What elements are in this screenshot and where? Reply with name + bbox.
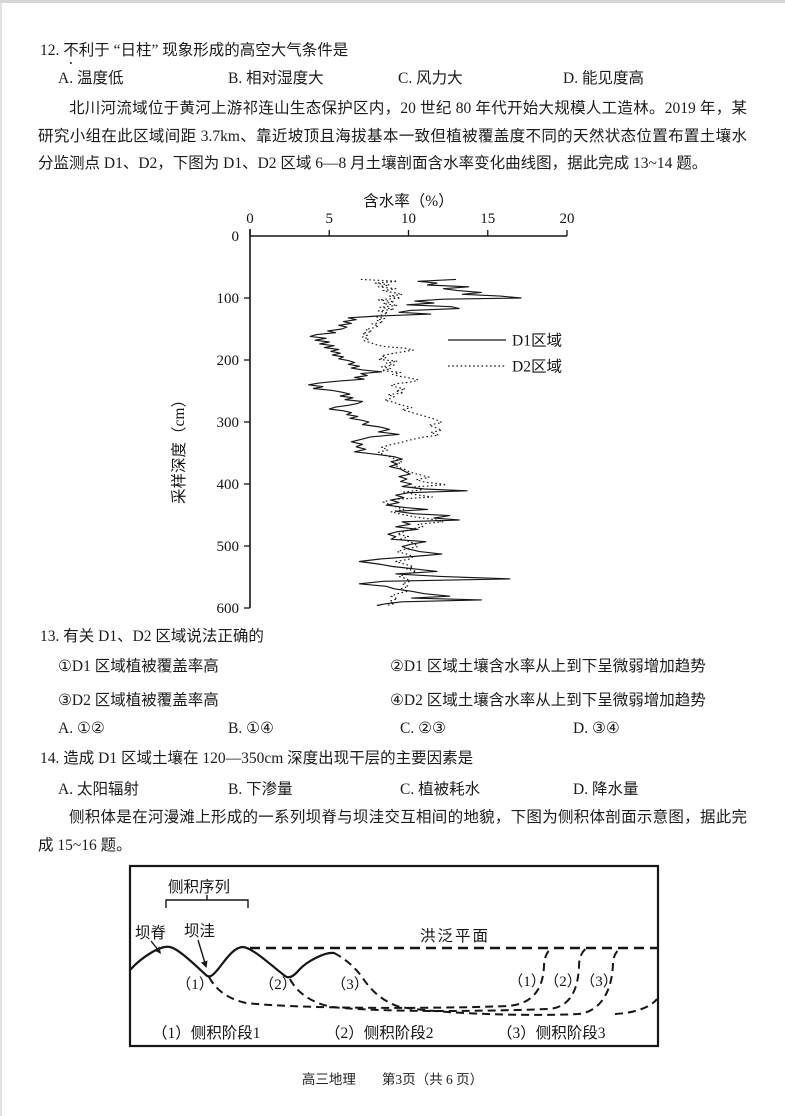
q13-option-d: D. ③④ bbox=[573, 720, 620, 737]
q14-stem: 14. 造成 D1 区域土壤在 120—350cm 深度出现干层的主要因素是 bbox=[40, 750, 474, 767]
q14-option-d: D. 降水量 bbox=[573, 781, 639, 798]
accretion-stage2-curve bbox=[289, 947, 588, 1012]
footer-page-info: 第3页（共 6 页） bbox=[381, 1072, 484, 1087]
series-line-1 bbox=[308, 278, 522, 607]
y-tick-label: 0 bbox=[232, 229, 240, 245]
trough-label-1: （1） bbox=[176, 976, 214, 993]
diagram-legend-2: （2）侧积阶段2 bbox=[325, 1024, 434, 1042]
series-line-2 bbox=[360, 278, 448, 607]
q13-stem: 13. 有关 D1、D2 区域说法正确的 bbox=[40, 628, 264, 645]
y-tick-label: 300 bbox=[217, 415, 240, 431]
x-tick-label: 15 bbox=[480, 211, 495, 227]
y-tick-label: 200 bbox=[217, 353, 240, 369]
passage-lateral-accretion: 侧积体是在河漫滩上形成的一系列坝脊与坝洼交互相间的地貌，下图为侧积体剖面示意图，… bbox=[38, 809, 747, 854]
accretion-stage1-curve bbox=[208, 947, 553, 1009]
y-tick-label: 100 bbox=[217, 291, 240, 307]
accretion-stage3-curve bbox=[333, 947, 622, 1016]
accretion-edge-curve bbox=[614, 998, 658, 1015]
q12-option-b: B. 相对湿度大 bbox=[228, 70, 324, 87]
right-label-3: （3） bbox=[580, 973, 618, 990]
q12-number: 12. bbox=[40, 42, 64, 59]
passage-soil-moisture: 北川河流域位于黄河上游祁连山生态保护区内，20 世纪 80 年代开始大规模人工造… bbox=[38, 100, 747, 172]
q13-statement-2: ②D1 区域土壤含水率从上到下呈微弱增加趋势 bbox=[390, 658, 706, 675]
footer-course: 高三地理 bbox=[301, 1072, 356, 1087]
page-footer: 高三地理 第3页（共 6 页） bbox=[0, 1068, 785, 1088]
q13-option-a: A. ①② bbox=[58, 720, 105, 737]
chart-x-axis-title: 含水率（%） bbox=[363, 192, 453, 210]
x-tick-label: 20 bbox=[560, 211, 575, 227]
q14-option-b: B. 下渗量 bbox=[228, 781, 293, 798]
right-label-1: （1） bbox=[508, 973, 546, 990]
q14-option-a: A. 太阳辐射 bbox=[58, 781, 139, 798]
trough-label-2: （2） bbox=[259, 976, 297, 993]
q12-emphasized-char: 不 bbox=[63, 42, 79, 59]
x-tick-label: 10 bbox=[401, 211, 416, 227]
diagram-legend-1: （1）侧积阶段1 bbox=[152, 1024, 261, 1042]
q14-option-c: C. 植被耗水 bbox=[400, 781, 481, 798]
legend-label-1: D1区域 bbox=[512, 332, 562, 350]
y-tick-label: 600 bbox=[217, 601, 240, 617]
q13-statement-4: ④D2 区域土壤含水率从上到下呈微弱增加趋势 bbox=[390, 692, 706, 709]
q13-statement-3: ③D2 区域植被覆盖率高 bbox=[58, 692, 219, 709]
swale-arrow-head bbox=[201, 960, 208, 968]
q12-option-c: C. 风力大 bbox=[398, 70, 463, 87]
diagram-legend-3: （3）侧积阶段3 bbox=[497, 1024, 606, 1042]
q12-stem: 12. 不利于 “日柱” 现象形成的高空大气条件是 bbox=[40, 38, 348, 68]
soil-moisture-chart: 0 5 10 15 200100200300400500600含水率（%）采样深度（cm… bbox=[170, 192, 575, 617]
x-tick-label: 0 bbox=[246, 211, 254, 227]
diagram-border bbox=[128, 864, 660, 1048]
legend-label-2: D2区域 bbox=[512, 358, 562, 376]
y-tick-label: 500 bbox=[217, 539, 240, 555]
q12-stem-text: 利于 “日柱” 现象形成的高空大气条件是 bbox=[78, 42, 349, 59]
trough-label-3: （3） bbox=[331, 976, 369, 993]
y-tick-label: 400 bbox=[217, 477, 240, 493]
ridge-swale-curve bbox=[129, 945, 336, 979]
q13-statement-1: ①D1 区域植被覆盖率高 bbox=[58, 658, 219, 675]
lateral-accretion-diagram: 侧积序列 坝脊 坝洼 洪泛平面 （1） （2） （3） （1） （2） （3） … bbox=[128, 864, 660, 1048]
right-label-2: （2） bbox=[544, 973, 582, 990]
sequence-label: 侧积序列 bbox=[168, 878, 230, 896]
ridge-label: 坝脊 bbox=[135, 924, 167, 942]
swale-label: 坝洼 bbox=[184, 922, 215, 940]
q13-option-b: B. ①④ bbox=[228, 720, 274, 737]
swale-arrow-line bbox=[197, 939, 206, 964]
q13-option-c: C. ②③ bbox=[400, 720, 446, 737]
sequence-bracket bbox=[165, 895, 249, 908]
q12-option-a: A. 温度低 bbox=[58, 70, 124, 87]
flood-plane-label: 洪泛平面 bbox=[420, 927, 490, 945]
q12-option-d: D. 能见度高 bbox=[563, 70, 644, 87]
chart-axes bbox=[249, 229, 567, 608]
x-tick-label: 5 bbox=[326, 211, 334, 227]
chart-y-axis-title: 采样深度（cm） bbox=[170, 392, 188, 504]
